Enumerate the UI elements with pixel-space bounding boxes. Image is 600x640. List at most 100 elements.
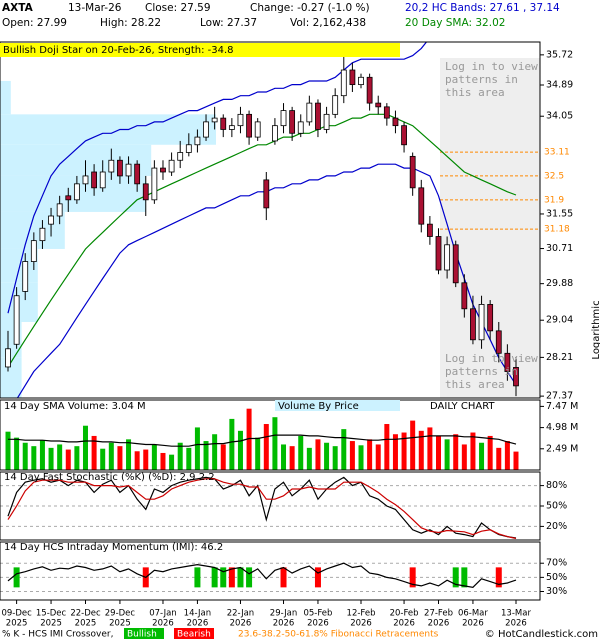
stoch-title: 14 Day Fast Stochastic (%K) (%D): 2.9 2.… xyxy=(4,472,215,483)
y-tick-label: 7.47 M xyxy=(546,401,578,412)
open: Open: 27.99 xyxy=(2,17,67,29)
bullish-marker xyxy=(194,567,201,588)
candle-body xyxy=(366,76,373,104)
y-tick-label: 2.49 M xyxy=(546,443,578,454)
volume: Vol: 2,162,438 xyxy=(290,17,366,29)
x-tick-label: 05-Feb xyxy=(303,609,332,619)
line xyxy=(7,562,517,588)
price-frame xyxy=(0,41,541,399)
x-tick-year: 2026 xyxy=(505,619,527,629)
volume-bar xyxy=(14,437,20,470)
volume-bar xyxy=(194,427,200,470)
fib-label: 31.9 xyxy=(544,195,564,205)
volume-bar xyxy=(479,442,485,470)
chart-label: DAILY CHART xyxy=(430,401,495,412)
volume-bar xyxy=(461,444,467,470)
annotation-box xyxy=(0,43,400,57)
candle-body xyxy=(246,113,252,138)
candle-body xyxy=(280,110,287,127)
volume-bar xyxy=(427,427,433,470)
candle-body xyxy=(117,159,123,177)
candle-body xyxy=(65,195,72,201)
low: Low: 27.37 xyxy=(200,17,257,29)
y-tick-label: 34.05 xyxy=(546,111,573,122)
volume-bar xyxy=(229,418,235,470)
close: Close: 27.59 xyxy=(145,2,211,14)
candle-body xyxy=(211,117,218,123)
annotation: Bullish Doji Star on 20-Feb-26, Strength… xyxy=(3,45,234,56)
candle-body xyxy=(203,121,209,138)
vbp-label-box xyxy=(275,400,400,411)
x-tick-label: 14-Jan xyxy=(184,609,211,619)
candle-body xyxy=(151,167,158,201)
candle-body xyxy=(82,175,89,185)
candle-body xyxy=(392,117,399,127)
volume-bar xyxy=(289,446,295,470)
bullish-marker xyxy=(211,567,218,588)
candle-body xyxy=(349,69,356,86)
y-tick-label: 70% xyxy=(546,558,567,569)
volume-bar xyxy=(341,429,347,470)
fib-label: 32.5 xyxy=(544,171,564,181)
bullish-marker xyxy=(13,567,20,588)
legend-bearish-box xyxy=(174,628,214,639)
x-tick-year: 2026 xyxy=(350,619,372,629)
volume-bar xyxy=(177,442,183,470)
volume-bar xyxy=(169,454,175,470)
x-tick-year: 2026 xyxy=(230,619,252,629)
candle-body xyxy=(306,102,313,123)
volume-bar xyxy=(246,408,252,470)
volume-bar xyxy=(31,446,37,470)
bullish-marker xyxy=(220,567,227,588)
candle-body xyxy=(177,152,184,161)
bearish-marker xyxy=(495,567,502,588)
candle-body xyxy=(73,183,80,201)
volume-bar xyxy=(401,432,407,470)
volume-bar xyxy=(470,432,476,470)
candle-body xyxy=(30,240,37,262)
candle-body xyxy=(185,144,192,153)
candle-body xyxy=(99,171,106,189)
volume-by-price-bar xyxy=(0,114,216,145)
x-tick-label: 06-Mar xyxy=(458,609,488,619)
volume-bar xyxy=(220,444,226,470)
candle-body xyxy=(263,179,270,209)
x-tick-year: 2026 xyxy=(462,619,484,629)
legend-bullish-box xyxy=(124,628,164,639)
candle-body xyxy=(340,69,347,97)
x-tick-label: 07-Jan xyxy=(149,609,176,619)
bearish-marker xyxy=(280,567,287,588)
candle-body xyxy=(315,102,321,130)
vbp-label: Volume By Price xyxy=(278,401,359,412)
copyright: © HotCandlestick.com xyxy=(485,629,598,640)
volume-bar xyxy=(39,440,45,470)
volume-bar xyxy=(126,439,132,470)
line xyxy=(8,434,517,447)
y-tick-label: 30.71 xyxy=(546,243,573,254)
candle-body xyxy=(418,187,425,225)
candle-body xyxy=(323,113,330,130)
x-tick-label: 20-Feb xyxy=(390,609,419,619)
y-tick-label: 29.04 xyxy=(546,315,573,326)
y-tick-label: 29.88 xyxy=(546,278,573,289)
imi-frame xyxy=(0,541,541,601)
volume-title: 14 Day SMA Volume: 3.04 M xyxy=(4,401,146,412)
volume-bar xyxy=(349,441,355,470)
y-tick-label: 80% xyxy=(546,480,567,491)
volume-by-price-bar xyxy=(0,357,22,398)
candle-body xyxy=(22,261,29,292)
candle-body xyxy=(358,76,364,86)
sma: 20 Day SMA: 32.02 xyxy=(405,17,505,29)
candle-body xyxy=(228,125,235,130)
date: 13-Mar-26 xyxy=(68,2,122,14)
bearish-marker xyxy=(228,567,235,588)
line xyxy=(7,42,428,314)
candle-body xyxy=(332,95,339,115)
x-tick-year: 2026 xyxy=(428,619,450,629)
volume-bar xyxy=(48,447,54,470)
bands: 20,2 HC Bands: 27.61 , 37.14 xyxy=(405,2,560,14)
volume-bar xyxy=(134,451,140,470)
legend-crossover: % K - HCS IMI Crossover, xyxy=(2,630,113,640)
y-tick-label: 28.21 xyxy=(546,352,573,363)
x-tick-year: 2026 xyxy=(152,619,174,629)
